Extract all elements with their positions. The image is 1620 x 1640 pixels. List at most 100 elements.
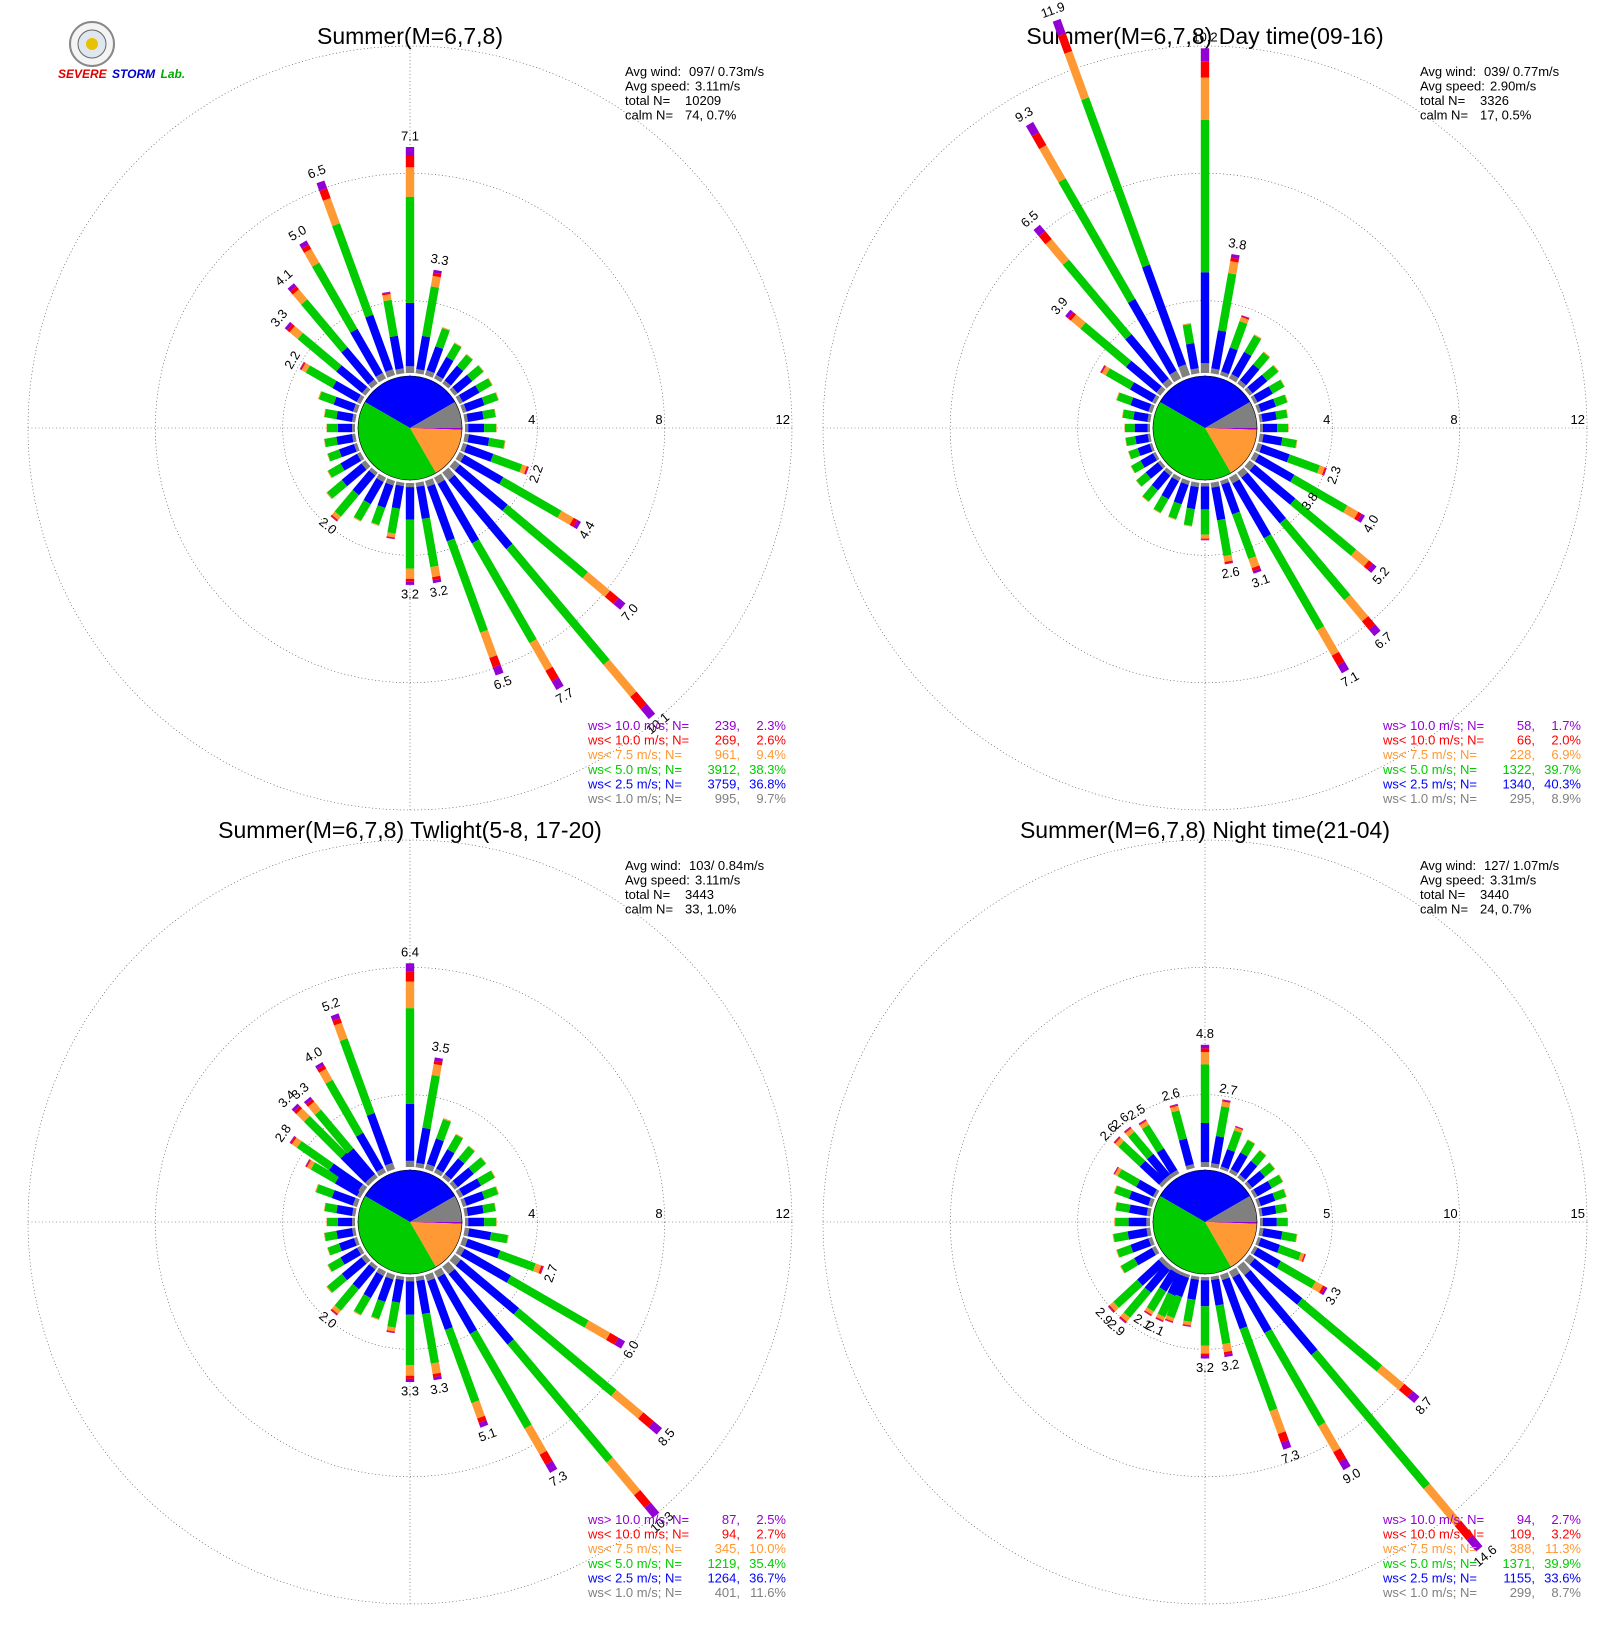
bar-segment-gt10 — [330, 1309, 338, 1316]
bar-segment-lt2_5 — [1253, 1247, 1281, 1269]
bar-segment-lt1 — [1200, 1162, 1210, 1167]
bar-segment-lt7_5 — [319, 1068, 333, 1084]
bar-segment-lt2_5 — [1137, 1259, 1165, 1286]
bar-segment-lt5 — [315, 1184, 335, 1198]
legend-label-lt5: ws< 5.0 m/s; N= — [587, 762, 682, 777]
bar-segment-lt7_5 — [557, 510, 574, 525]
bar-segment-lt7_5 — [1280, 379, 1285, 387]
legend-label-lt10: ws< 10.0 m/s; N= — [587, 1527, 689, 1542]
bar-segment-lt7_5 — [480, 629, 498, 658]
bar-segment-lt5 — [1215, 1106, 1230, 1138]
bar-segment-lt2_5 — [1130, 397, 1152, 412]
direction-bar — [405, 1277, 415, 1382]
bar-segment-lt10 — [1100, 365, 1106, 374]
bar-value-label: 6.4 — [401, 945, 419, 960]
bar-segment-lt5 — [1250, 1150, 1266, 1167]
bar-segment-lt5 — [1153, 495, 1169, 513]
direction-bar — [1100, 365, 1160, 405]
bar-segment-lt5 — [444, 1327, 480, 1404]
bar-segment-lt5 — [339, 1038, 375, 1116]
bar-segment-lt2_5 — [1262, 1228, 1283, 1240]
bar-segment-lt7_5 — [603, 659, 637, 697]
bar-value-label: 7.1 — [401, 128, 419, 143]
total-n-label: total N= — [1420, 93, 1465, 108]
bar-segment-lt2_5 — [452, 1167, 474, 1188]
bar-value-label: 3.1 — [1250, 571, 1272, 591]
bar-segment-lt7_5 — [1221, 1101, 1231, 1108]
bar-segment-lt7_5 — [322, 198, 340, 227]
bar-segment-gt10 — [1323, 467, 1327, 476]
bar-segment-lt5 — [324, 1202, 338, 1214]
bar-segment-lt1 — [463, 433, 469, 443]
direction-bar — [330, 1013, 396, 1172]
bar-segment-lt5 — [303, 1115, 347, 1159]
bar-segment-lt10 — [293, 1105, 303, 1115]
bar-segment-lt5 — [1273, 394, 1288, 407]
direction-bar — [1130, 451, 1160, 474]
bar-segment-lt5 — [1146, 1287, 1167, 1312]
direction-bar — [405, 963, 415, 1167]
avg-wind-value: 097/ 0.73m/s — [689, 64, 765, 79]
bar-segment-lt5 — [1168, 501, 1182, 520]
bar-segment-lt10 — [317, 1065, 327, 1073]
bar-segment-lt5 — [1262, 365, 1279, 382]
bar-segment-lt1 — [1210, 368, 1220, 375]
direction-bar — [1250, 1174, 1284, 1199]
bar-segment-lt10 — [290, 1136, 297, 1145]
bar-segment-lt1 — [415, 1275, 425, 1281]
bar-segment-lt7_5 — [382, 294, 392, 302]
bar-segment-lt2_5 — [458, 385, 480, 403]
bar-segment-lt5 — [327, 1273, 348, 1293]
calm-n-label: calm N= — [1420, 902, 1468, 917]
bar-segment-lt7_5 — [405, 167, 415, 197]
bar-segment-lt5 — [506, 543, 610, 665]
bar-segment-lt1 — [1149, 442, 1155, 452]
bar-segment-lt5 — [332, 223, 374, 318]
bar-segment-lt1 — [385, 369, 396, 378]
bar-segment-gt10 — [405, 963, 415, 972]
direction-bar — [1210, 254, 1240, 375]
bar-segment-lt7_5 — [323, 438, 326, 448]
bar-segment-lt1 — [1180, 478, 1191, 485]
bar-segment-lt7_5 — [1121, 409, 1124, 418]
ring-label: 12 — [776, 412, 790, 427]
bar-segment-lt7_5 — [1141, 496, 1149, 503]
bar-segment-lt2_5 — [427, 1278, 453, 1330]
bar-segment-gt10 — [1338, 1458, 1351, 1471]
bar-segment-lt1 — [1185, 1164, 1195, 1170]
bar-segment-lt1 — [449, 460, 460, 471]
bar-segment-lt2_5 — [468, 423, 485, 433]
bar-segment-lt7_5 — [1253, 334, 1262, 340]
bar-segment-lt2_5 — [1173, 482, 1189, 505]
bar-segment-gt10 — [284, 321, 293, 331]
ring-label: 10 — [1443, 1206, 1457, 1221]
bar-segment-lt5 — [487, 437, 505, 449]
legend-count-gt10: 239, — [715, 718, 740, 733]
bar-segment-gt10 — [614, 1337, 626, 1349]
avg-wind-label: Avg wind: — [625, 858, 681, 873]
direction-bar — [460, 1186, 499, 1208]
direction-bar — [1228, 1267, 1351, 1471]
bar-segment-lt10 — [1067, 312, 1077, 321]
bar-segment-lt10 — [1138, 1119, 1147, 1126]
direction-bar — [1065, 309, 1166, 396]
direction-bar — [465, 423, 497, 433]
bar-segment-gt10 — [525, 466, 529, 475]
bar-segment-lt2_5 — [331, 1190, 356, 1206]
center-pie — [357, 375, 463, 481]
bar-segment-lt7_5 — [1317, 626, 1339, 656]
bar-segment-lt5 — [1232, 511, 1257, 559]
direction-bar — [1219, 1125, 1244, 1172]
direction-bar — [1168, 478, 1191, 520]
bar-segment-lt5 — [1115, 1217, 1129, 1227]
bar-segment-lt1 — [463, 1227, 470, 1237]
bar-segment-lt5 — [1128, 448, 1141, 460]
direction-bar — [449, 1156, 487, 1190]
bar-segment-lt2_5 — [391, 484, 404, 509]
bar-segment-lt2_5 — [1126, 360, 1162, 393]
bar-segment-lt1 — [442, 380, 451, 389]
bar-segment-lt7_5 — [1200, 1052, 1210, 1065]
bar-segment-lt7_5 — [488, 377, 493, 386]
bar-segment-lt2_5 — [1137, 443, 1153, 456]
